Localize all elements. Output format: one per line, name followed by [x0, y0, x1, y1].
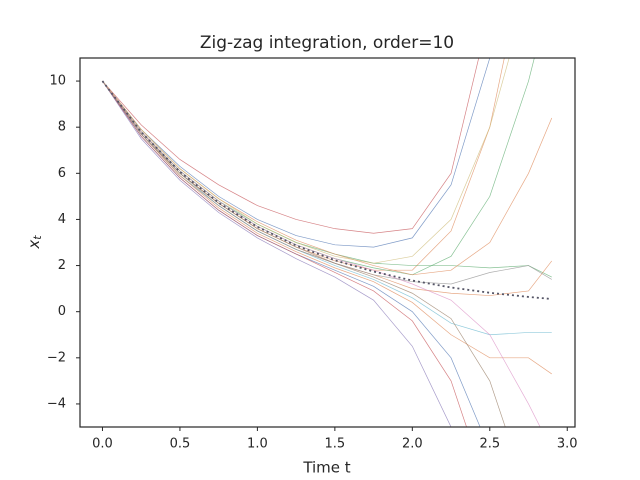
- y-tick-label: 8: [58, 120, 66, 135]
- x-tick-label: 0.5: [170, 437, 191, 452]
- trajectory-line: [102, 80, 553, 276]
- y-tick-label: −2: [47, 350, 66, 365]
- reference-line: [101, 80, 552, 300]
- y-tick-label: 6: [58, 166, 66, 181]
- x-tick-label: 2.0: [402, 437, 423, 452]
- trajectory-line: [102, 80, 552, 278]
- trajectory-line: [102, 80, 552, 285]
- x-tick-label: 1.0: [247, 437, 268, 452]
- trajectory-line: [102, 58, 491, 248]
- trajectory-line: [102, 58, 480, 234]
- trajectory-line: [102, 80, 553, 296]
- y-label-sub: t: [31, 235, 44, 240]
- y-tick-label: 2: [58, 258, 66, 273]
- trajectory-line: [102, 80, 552, 375]
- y-label-base: x: [25, 240, 43, 250]
- x-tick-label: 2.5: [479, 437, 500, 452]
- y-axis-label: xt: [25, 235, 45, 250]
- plot-frame: [79, 57, 576, 428]
- trajectory-line: [102, 80, 452, 427]
- x-tick-label: 1.5: [325, 437, 346, 452]
- trajectory-line: [102, 58, 510, 264]
- plot-lines: [101, 58, 553, 427]
- chart-title: Zig-zag integration, order=10: [200, 33, 454, 53]
- x-tick-label: 0.0: [92, 437, 113, 452]
- y-tick-label: 10: [49, 74, 66, 89]
- y-tick-label: 4: [58, 212, 66, 227]
- y-tick-label: 0: [58, 304, 66, 319]
- x-tick-label: 3.0: [557, 437, 578, 452]
- trajectory-line: [102, 80, 552, 336]
- x-axis-label: Time t: [302, 459, 350, 477]
- y-tick-label: −4: [47, 396, 66, 411]
- trajectory-line: [102, 80, 467, 427]
- trajectory-line: [102, 80, 541, 427]
